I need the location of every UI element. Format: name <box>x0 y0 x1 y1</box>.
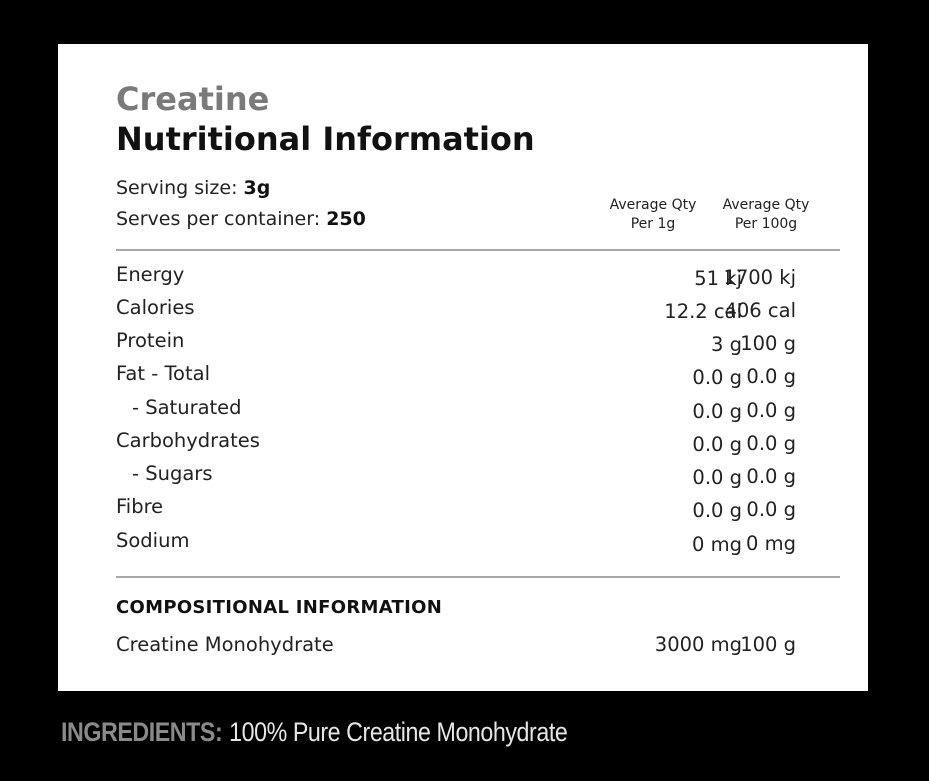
serves-per-container-value: 250 <box>326 208 366 230</box>
nutrient-label: Energy <box>116 263 185 286</box>
nutrient-label: Fibre <box>116 495 164 518</box>
product-title: Creatine <box>116 80 270 118</box>
column-header-per-1g: Average Qty Per 1g <box>593 196 713 234</box>
value-per-1g: 12.2 cal <box>664 300 742 323</box>
table-row: Fibre 0.0 g 0.0 g <box>116 492 840 526</box>
nutrient-label: Protein <box>116 329 185 352</box>
nutrient-label: Fat - Total <box>116 362 210 385</box>
value-per-100g: 100 g <box>740 633 796 656</box>
nutrient-label: Carbohydrates <box>116 429 260 452</box>
nutrient-label: Sodium <box>116 529 190 552</box>
table-row: - Sugars 0.0 g 0.0 g <box>116 459 840 493</box>
value-per-1g: 0.0 g <box>692 433 742 456</box>
table-row: Carbohydrates 0.0 g 0.0 g <box>116 426 840 460</box>
value-per-100g: 0.0 g <box>746 432 796 455</box>
value-per-100g: 0.0 g <box>746 365 796 388</box>
value-per-1g: 0.0 g <box>692 466 742 489</box>
value-per-1g: 51 kj <box>694 267 742 290</box>
column-header-line: Per 100g <box>734 216 798 232</box>
value-per-100g: 0.0 g <box>746 498 796 521</box>
column-header-line: Per 1g <box>630 216 676 232</box>
column-header-line: Average Qty <box>722 197 810 213</box>
table-row: Sodium 0 mg 0 mg <box>116 526 840 560</box>
value-per-1g: 3000 mg <box>654 633 742 656</box>
table-row: - Saturated 0.0 g 0.0 g <box>116 393 840 427</box>
divider-bottom <box>116 576 840 578</box>
value-per-100g: 406 cal <box>724 299 796 322</box>
value-per-1g: 0 mg <box>692 533 742 556</box>
ingredients-label: INGREDIENTS: <box>61 717 223 747</box>
panel-heading: Nutritional Information <box>116 120 535 158</box>
table-row: Calories 12.2 cal 406 cal <box>116 293 840 327</box>
table-row: Energy 51 kj 1700 kj <box>116 260 840 294</box>
column-header-line: Average Qty <box>609 197 697 213</box>
composition-heading: COMPOSITIONAL INFORMATION <box>116 597 443 618</box>
value-per-100g: 0.0 g <box>746 399 796 422</box>
serves-per-container-label: Serves per container: <box>116 208 321 230</box>
nutrient-label: - Saturated <box>132 396 242 419</box>
ingredients-line: INGREDIENTS: 100% Pure Creatine Monohydra… <box>61 712 568 752</box>
serving-size-label: Serving size: <box>116 177 238 199</box>
serving-size: Serving size: 3g <box>116 176 270 200</box>
composition-row: Creatine Monohydrate 3000 mg 100 g <box>116 630 840 664</box>
value-per-1g: 0.0 g <box>692 499 742 522</box>
table-row: Fat - Total 0.0 g 0.0 g <box>116 359 840 393</box>
nutrient-label: - Sugars <box>132 462 213 485</box>
nutrient-label: Calories <box>116 296 195 319</box>
value-per-1g: 0.0 g <box>692 400 742 423</box>
composition-label: Creatine Monohydrate <box>116 633 334 656</box>
divider-top <box>116 249 840 251</box>
value-per-1g: 3 g <box>711 333 742 356</box>
serves-per-container: Serves per container: 250 <box>116 207 366 231</box>
value-per-100g: 1700 kj <box>723 266 796 289</box>
value-per-100g: 100 g <box>740 332 796 355</box>
value-per-1g: 0.0 g <box>692 366 742 389</box>
value-per-100g: 0 mg <box>746 532 796 555</box>
table-row: Protein 3 g 100 g <box>116 326 840 360</box>
value-per-100g: 0.0 g <box>746 465 796 488</box>
serving-size-value: 3g <box>243 177 271 199</box>
ingredients-text: 100% Pure Creatine Monohydrate <box>229 717 568 747</box>
column-header-per-100g: Average Qty Per 100g <box>706 196 826 234</box>
nutrition-panel: Creatine Nutritional Information Serving… <box>58 44 868 691</box>
